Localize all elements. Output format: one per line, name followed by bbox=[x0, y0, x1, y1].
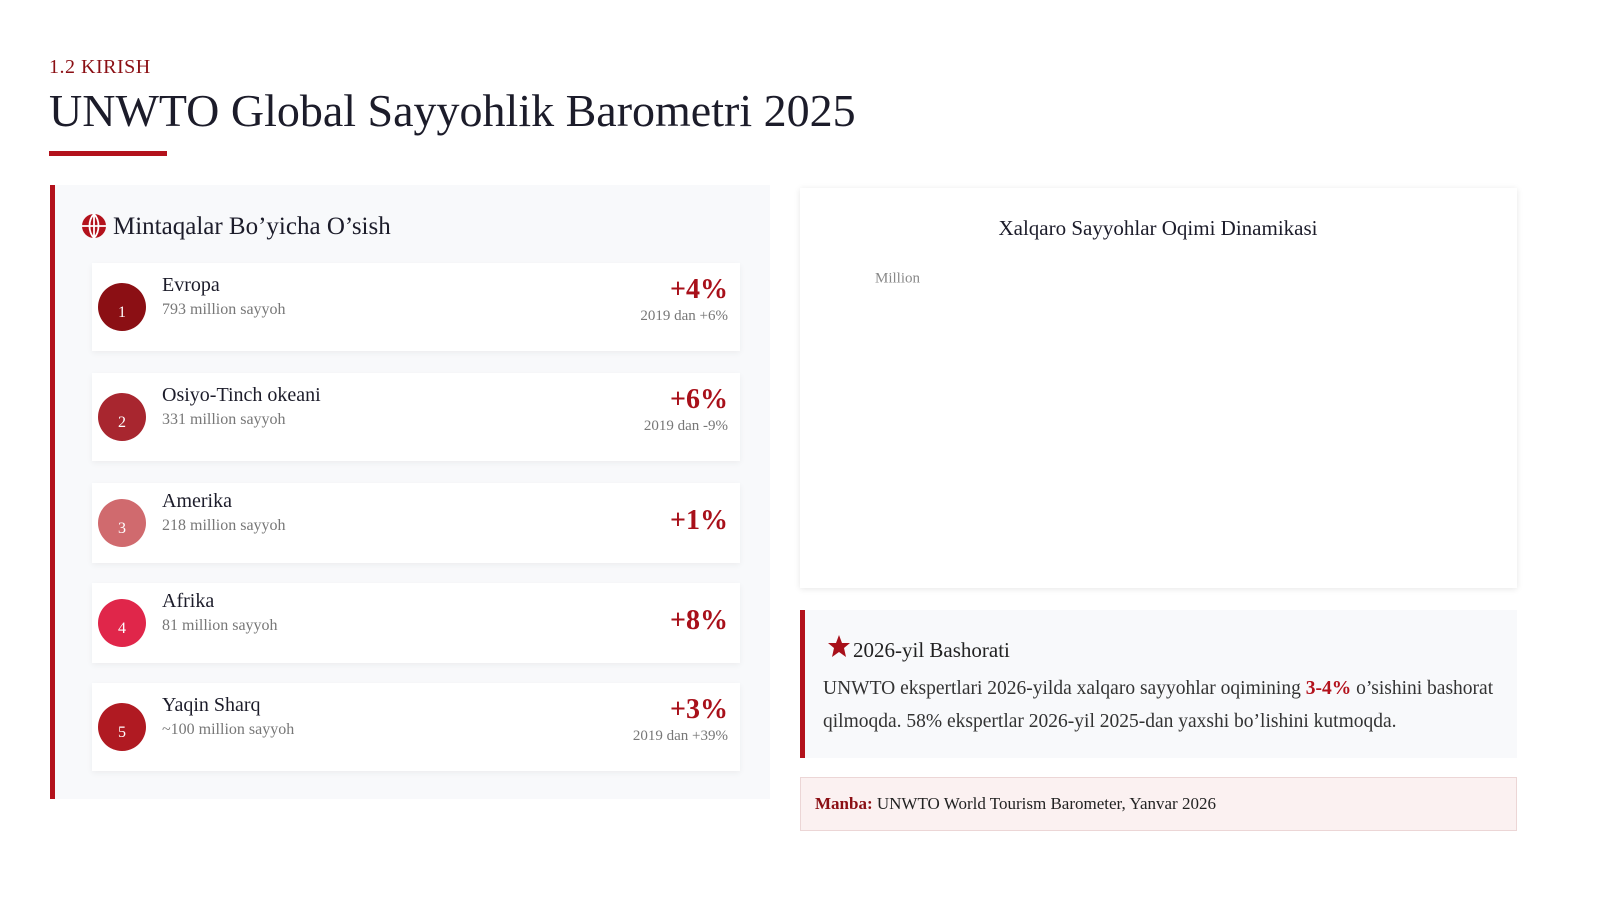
region-change: +6% bbox=[670, 384, 728, 415]
rank-badge: 3 bbox=[98, 499, 146, 547]
highlight: 3-4% bbox=[1305, 678, 1352, 699]
page-title: UNWTO Global Sayyohlik Barometri 2025 bbox=[49, 85, 856, 136]
forecast-text: UNWTO ekspertlari 2026-yilda xalqaro say… bbox=[823, 672, 1503, 738]
globe-icon bbox=[82, 213, 106, 239]
region-note: 2019 dan -9% bbox=[643, 418, 728, 434]
rank-badge: 5 bbox=[98, 703, 146, 751]
panel-title: Mintaqalar Bo’yicha O’sish bbox=[113, 213, 391, 240]
region-name: Evropa bbox=[162, 274, 220, 296]
source-text: UNWTO World Tourism Barometer, Yanvar 20… bbox=[872, 794, 1216, 813]
forecast-box: 2026-yil Bashorati UNWTO ekspertlari 202… bbox=[800, 610, 1517, 758]
region-name: Yaqin Sharq bbox=[162, 694, 261, 716]
text: o’sishini bashorat qilmoqda. 58% ekspert… bbox=[823, 678, 1494, 732]
section-label: 1.2 KIRISH bbox=[49, 56, 151, 78]
chart: Xalqaro Sayyohlar Oqimi Dinamikasi Milli… bbox=[875, 216, 1318, 287]
rank-badge: 1 bbox=[98, 283, 146, 331]
region-card: 2 Osiyo-Tinch okeani 331 million sayyoh +6%… bbox=[92, 373, 740, 461]
region-change: +3% bbox=[670, 694, 728, 725]
region-subtitle: 218 million sayyoh bbox=[162, 517, 286, 534]
region-name: Osiyo-Tinch okeani bbox=[162, 384, 321, 406]
y-axis-label: Million bbox=[875, 270, 921, 286]
region-change: +8% bbox=[670, 605, 728, 636]
region-card: 3 Amerika 218 million sayyoh +1% bbox=[92, 483, 740, 563]
region-subtitle: 331 million sayyoh bbox=[162, 411, 286, 428]
region-note: 2019 dan +6% bbox=[640, 308, 728, 324]
rank-badge: 4 bbox=[98, 599, 146, 647]
region-name: Afrika bbox=[162, 590, 215, 612]
source-box: Manba: UNWTO World Tourism Barometer, Ya… bbox=[800, 777, 1517, 831]
rank-badge: 2 bbox=[98, 393, 146, 441]
region-subtitle: 81 million sayyoh bbox=[162, 617, 278, 634]
star-icon bbox=[828, 635, 850, 657]
region-subtitle: ~100 million sayyoh bbox=[162, 721, 295, 738]
text: UNWTO ekspertlari 2026-yilda xalqaro say… bbox=[823, 678, 1306, 699]
region-name: Amerika bbox=[162, 490, 232, 512]
region-card: 5 Yaqin Sharq ~100 million sayyoh +3% 2019 d… bbox=[92, 683, 740, 771]
region-change: +1% bbox=[670, 505, 728, 536]
title-underline bbox=[49, 151, 167, 156]
region-subtitle: 793 million sayyoh bbox=[162, 301, 286, 318]
forecast-title: 2026-yil Bashorati bbox=[853, 638, 1010, 662]
region-card: 4 Afrika 81 million sayyoh +8% bbox=[92, 583, 740, 663]
chart-panel: Xalqaro Sayyohlar Oqimi Dinamikasi Milli… bbox=[800, 188, 1517, 588]
region-change: +4% bbox=[670, 274, 728, 305]
chart-title: Xalqaro Sayyohlar Oqimi Dinamikasi bbox=[998, 216, 1317, 240]
source-label: Manba: bbox=[815, 794, 873, 813]
region-note: 2019 dan +39% bbox=[632, 728, 728, 744]
regions-panel: Mintaqalar Bo’yicha O’sish 1 Evropa 793 mi… bbox=[50, 185, 770, 799]
region-card: 1 Evropa 793 million sayyoh +4% 2019 dan +6% bbox=[92, 263, 740, 351]
